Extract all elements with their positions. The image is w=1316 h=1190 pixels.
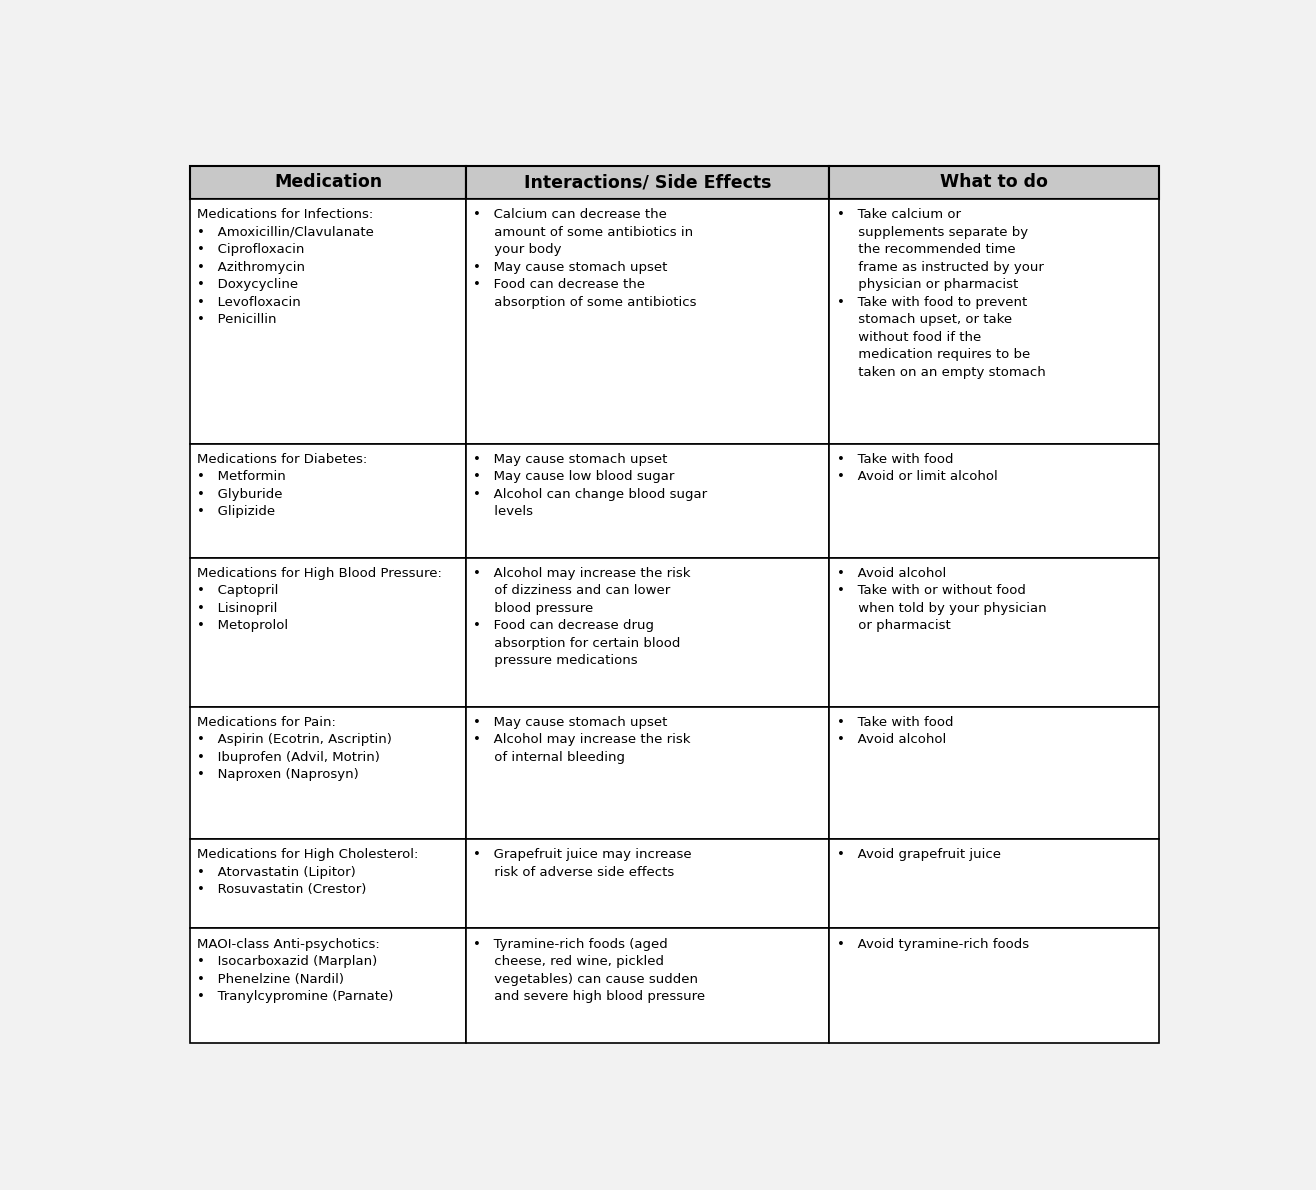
Bar	[190, 928, 466, 1042]
Text: Medications for High Cholesterol:
•   Atorvastatin (Lipitor)
•   Rosuvastatin (C: Medications for High Cholesterol: • Ator…	[197, 848, 418, 896]
Bar	[466, 558, 829, 707]
Bar	[829, 165, 1159, 199]
Text: •   Avoid tyramine-rich foods: • Avoid tyramine-rich foods	[837, 938, 1029, 951]
Bar	[466, 839, 829, 928]
Bar	[829, 199, 1159, 444]
Bar	[190, 444, 466, 558]
Bar	[190, 199, 466, 444]
Text: Medications for Infections:
•   Amoxicillin/Clavulanate
•   Ciprofloxacin
•   Az: Medications for Infections: • Amoxicilli…	[197, 208, 374, 326]
Bar	[190, 558, 466, 707]
Text: MAOI-class Anti-psychotics:
•   Isocarboxazid (Marplan)
•   Phenelzine (Nardil)
: MAOI-class Anti-psychotics: • Isocarboxa…	[197, 938, 393, 1003]
Text: •   Avoid alcohol
•   Take with or without food
     when told by your physician: • Avoid alcohol • Take with or without f…	[837, 566, 1046, 633]
Bar	[829, 558, 1159, 707]
Text: •   Alcohol may increase the risk
     of dizziness and can lower
     blood pre: • Alcohol may increase the risk of dizzi…	[474, 566, 691, 668]
Text: Interactions/ Side Effects: Interactions/ Side Effects	[524, 174, 771, 192]
Bar	[466, 707, 829, 839]
Text: Medication: Medication	[274, 174, 382, 192]
Text: •   Take with food
•   Avoid alcohol: • Take with food • Avoid alcohol	[837, 716, 953, 746]
Text: •   Grapefruit juice may increase
     risk of adverse side effects: • Grapefruit juice may increase risk of …	[474, 848, 692, 878]
Bar	[829, 707, 1159, 839]
Bar	[466, 444, 829, 558]
Text: •   Avoid grapefruit juice: • Avoid grapefruit juice	[837, 848, 1000, 862]
Text: What to do: What to do	[940, 174, 1048, 192]
Bar	[829, 839, 1159, 928]
Text: •   May cause stomach upset
•   May cause low blood sugar
•   Alcohol can change: • May cause stomach upset • May cause lo…	[474, 453, 708, 519]
Bar	[466, 165, 829, 199]
Text: •   May cause stomach upset
•   Alcohol may increase the risk
     of internal b: • May cause stomach upset • Alcohol may …	[474, 716, 691, 764]
Text: •   Calcium can decrease the
     amount of some antibiotics in
     your body
•: • Calcium can decrease the amount of som…	[474, 208, 696, 308]
Text: Medications for Pain:
•   Aspirin (Ecotrin, Ascriptin)
•   Ibuprofen (Advil, Mot: Medications for Pain: • Aspirin (Ecotrin…	[197, 716, 392, 782]
Text: •   Take with food
•   Avoid or limit alcohol: • Take with food • Avoid or limit alcoho…	[837, 453, 998, 483]
Text: •   Take calcium or
     supplements separate by
     the recommended time
     : • Take calcium or supplements separate b…	[837, 208, 1045, 378]
Bar	[466, 199, 829, 444]
Bar	[466, 928, 829, 1042]
Bar	[190, 839, 466, 928]
Text: Medications for High Blood Pressure:
•   Captopril
•   Lisinopril
•   Metoprolol: Medications for High Blood Pressure: • C…	[197, 566, 442, 633]
Bar	[190, 165, 466, 199]
Bar	[829, 928, 1159, 1042]
Text: •   Tyramine-rich foods (aged
     cheese, red wine, pickled
     vegetables) ca: • Tyramine-rich foods (aged cheese, red …	[474, 938, 705, 1003]
Bar	[190, 707, 466, 839]
Bar	[829, 444, 1159, 558]
Text: Medications for Diabetes:
•   Metformin
•   Glyburide
•   Glipizide: Medications for Diabetes: • Metformin • …	[197, 453, 367, 519]
